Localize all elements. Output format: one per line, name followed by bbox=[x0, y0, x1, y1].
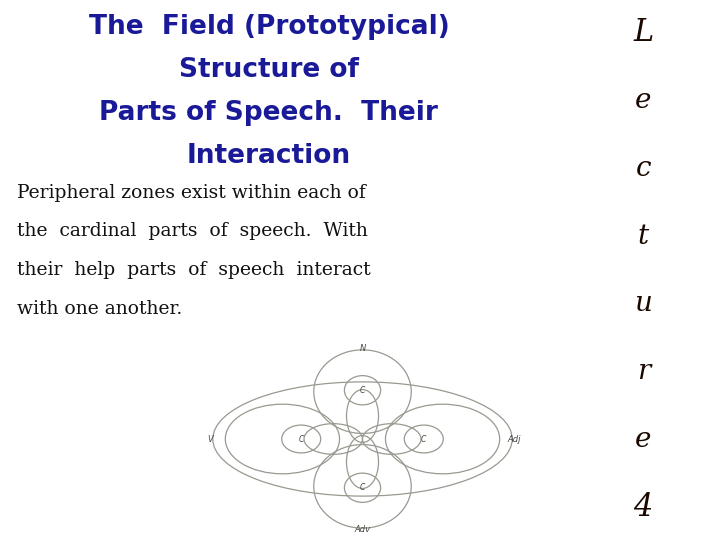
Text: Interaction: Interaction bbox=[186, 143, 351, 169]
Text: C: C bbox=[421, 435, 426, 443]
Text: C: C bbox=[360, 483, 365, 492]
Text: C: C bbox=[299, 435, 304, 443]
Text: 4: 4 bbox=[634, 492, 653, 523]
Text: e: e bbox=[635, 87, 652, 114]
Text: e: e bbox=[635, 426, 652, 453]
Text: Adv: Adv bbox=[354, 525, 371, 534]
Text: Peripheral zones exist within each of: Peripheral zones exist within each of bbox=[17, 184, 366, 201]
Text: the  cardinal  parts  of  speech.  With: the cardinal parts of speech. With bbox=[17, 222, 368, 240]
Text: Adj: Adj bbox=[508, 435, 521, 443]
Text: u: u bbox=[634, 291, 652, 318]
Text: The  Field (Prototypical): The Field (Prototypical) bbox=[89, 14, 449, 39]
Text: r: r bbox=[636, 359, 650, 386]
Text: Parts of Speech.  Their: Parts of Speech. Their bbox=[99, 100, 438, 126]
Text: their  help  parts  of  speech  interact: their help parts of speech interact bbox=[17, 261, 370, 279]
Text: with one another.: with one another. bbox=[17, 300, 182, 318]
Text: Structure of: Structure of bbox=[179, 57, 359, 83]
Text: t: t bbox=[638, 222, 649, 249]
Text: V: V bbox=[208, 435, 214, 443]
Text: C: C bbox=[360, 386, 365, 395]
Text: c: c bbox=[636, 154, 651, 181]
Text: N: N bbox=[359, 344, 366, 353]
Text: L: L bbox=[633, 17, 654, 48]
